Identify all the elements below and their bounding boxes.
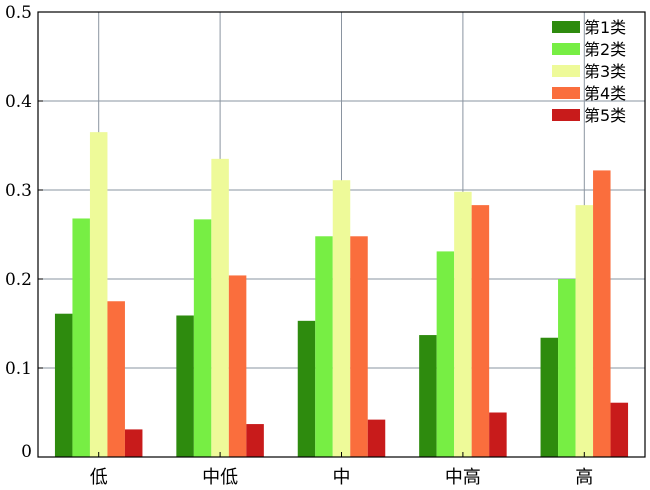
y-tick-label: 0.1 (5, 359, 32, 379)
bar-series-3-cat-1 (89, 132, 108, 457)
bar-series-2-cat-4 (436, 251, 455, 457)
bar-series-5-cat-5 (610, 402, 629, 457)
legend-swatch (552, 43, 580, 55)
bar-series-4-cat-2 (228, 275, 247, 457)
x-tick-label: 中高 (445, 467, 481, 488)
bar-series-3-cat-3 (332, 180, 351, 457)
x-tick-label: 低 (90, 467, 108, 488)
bar-series-3-cat-2 (211, 158, 229, 457)
bar-series-1-cat-3 (297, 320, 316, 457)
legend-label: 第2类 (584, 40, 626, 59)
y-tick-label: 0.4 (5, 92, 32, 112)
bar-series-3-cat-5 (575, 205, 594, 457)
x-tick-label: 中低 (202, 467, 238, 488)
bar-series-2-cat-5 (558, 279, 576, 457)
bar-series-4-cat-1 (107, 301, 125, 457)
bar-series-4-cat-3 (350, 236, 368, 457)
x-axis: 低 中低 中 中高 高 (90, 452, 593, 488)
bar-series-1-cat-5 (540, 337, 559, 457)
y-tick-label: 0.3 (5, 181, 32, 201)
bar-series-1-cat-4 (419, 335, 437, 457)
bar-series-5-cat-4 (489, 412, 507, 457)
bar-series-2-cat-2 (193, 219, 212, 457)
bar-series-2-cat-3 (315, 236, 333, 457)
legend-swatch (552, 109, 580, 121)
y-tick-label: 0 (21, 442, 32, 462)
legend-label: 第3类 (584, 62, 626, 81)
legend-swatch (552, 21, 580, 33)
bar-series-1-cat-2 (176, 315, 194, 457)
y-tick-label: 0.5 (5, 3, 32, 23)
legend-swatch (552, 87, 580, 99)
bar-series-3-cat-4 (454, 191, 472, 457)
bars (54, 132, 629, 458)
y-tick-label: 0.2 (5, 270, 32, 290)
x-tick-label: 高 (575, 467, 593, 488)
bar-series-4-cat-4 (471, 205, 490, 457)
bar-series-5-cat-2 (246, 424, 264, 457)
x-tick-label: 中 (333, 467, 351, 488)
legend-label: 第1类 (584, 18, 626, 37)
legend-label: 第5类 (584, 106, 626, 125)
legend-swatch (552, 65, 580, 77)
y-axis: 0 0.1 0.2 0.3 0.4 0.5 (5, 3, 43, 462)
bar-series-1-cat-1 (54, 313, 73, 457)
bar-series-4-cat-5 (593, 170, 611, 458)
bar-series-5-cat-1 (124, 429, 143, 457)
legend-label: 第4类 (584, 84, 626, 103)
bar-series-5-cat-3 (367, 419, 386, 457)
bar-series-2-cat-1 (72, 218, 90, 457)
